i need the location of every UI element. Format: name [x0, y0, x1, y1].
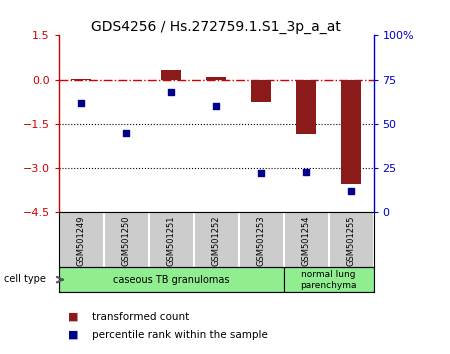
- Text: ■: ■: [68, 312, 78, 322]
- Bar: [58, 267, 284, 292]
- Point: [302, 169, 310, 175]
- Point: [212, 103, 220, 109]
- Point: [347, 188, 355, 194]
- Bar: [206, 77, 226, 80]
- Text: normal lung
parenchyma: normal lung parenchyma: [300, 270, 357, 290]
- Text: percentile rank within the sample: percentile rank within the sample: [92, 330, 268, 339]
- Point: [122, 130, 130, 136]
- Bar: [161, 70, 181, 80]
- Point: [167, 89, 175, 95]
- Point: [257, 171, 265, 176]
- Text: GSM501253: GSM501253: [256, 215, 266, 266]
- Text: caseous TB granulomas: caseous TB granulomas: [113, 275, 229, 285]
- Bar: [251, 80, 271, 102]
- Point: [77, 100, 85, 105]
- Text: GSM501252: GSM501252: [212, 215, 220, 266]
- Text: cell type: cell type: [4, 274, 46, 284]
- Text: GSM501251: GSM501251: [166, 215, 176, 266]
- Bar: [284, 267, 374, 292]
- Text: ■: ■: [68, 330, 78, 339]
- Title: GDS4256 / Hs.272759.1.S1_3p_a_at: GDS4256 / Hs.272759.1.S1_3p_a_at: [91, 21, 341, 34]
- Text: GSM501249: GSM501249: [76, 215, 86, 266]
- Text: GSM501250: GSM501250: [122, 215, 130, 266]
- Text: GSM501255: GSM501255: [346, 215, 356, 266]
- Text: transformed count: transformed count: [92, 312, 189, 322]
- Bar: [296, 80, 316, 134]
- Text: GSM501254: GSM501254: [302, 215, 310, 266]
- Bar: [71, 79, 91, 80]
- Bar: [341, 80, 361, 184]
